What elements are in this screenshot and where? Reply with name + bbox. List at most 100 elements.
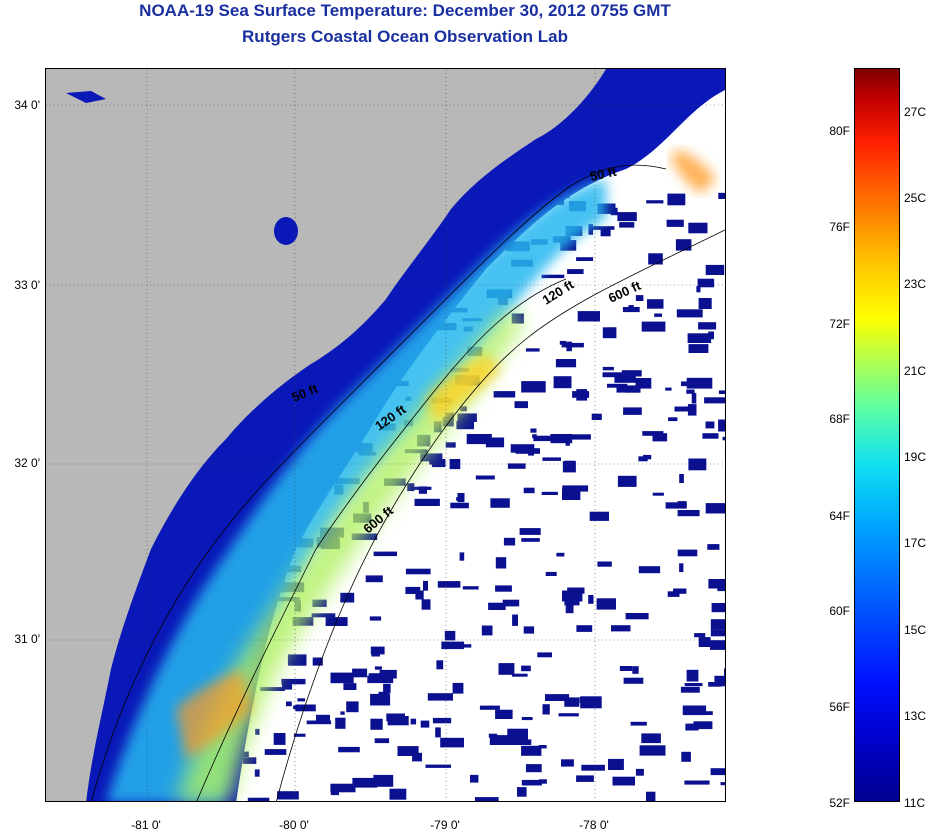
speckle	[379, 669, 397, 679]
map-title: NOAA-19 Sea Surface Temperature: Decembe…	[139, 1, 671, 20]
speckle	[242, 757, 257, 764]
speckle	[369, 616, 382, 621]
speckle	[367, 675, 394, 684]
speckle	[475, 475, 495, 480]
speckle	[688, 458, 707, 471]
speckle	[273, 733, 286, 745]
colorbar-c-label: 11C	[904, 796, 926, 810]
speckle	[694, 633, 706, 638]
speckle	[533, 435, 557, 442]
speckle	[682, 707, 698, 714]
speckle	[602, 366, 614, 371]
speckle	[352, 668, 368, 678]
lon-tick-label: -80 0'	[279, 818, 309, 832]
speckle	[346, 701, 359, 713]
speckle	[456, 420, 474, 430]
speckle	[374, 738, 390, 744]
speckle	[457, 413, 477, 422]
speckle	[677, 549, 698, 557]
colorbar-f-label: 68F	[829, 412, 850, 426]
speckle	[688, 344, 709, 353]
speckle	[623, 677, 644, 684]
lat-tick-label: 33 0'	[14, 278, 40, 292]
speckle	[277, 791, 299, 800]
colorbar-f-label: 60F	[829, 604, 850, 618]
speckle	[665, 387, 672, 391]
speckle	[370, 646, 385, 655]
speckle	[576, 257, 594, 261]
speckle	[648, 253, 663, 265]
graticule	[46, 69, 725, 801]
speckle	[452, 682, 464, 694]
warm-water-core	[176, 309, 526, 801]
speckle	[596, 598, 616, 610]
speckle	[705, 421, 715, 429]
speckle	[686, 377, 713, 389]
speckle	[698, 637, 711, 647]
speckle	[673, 588, 687, 594]
speckle	[254, 769, 260, 777]
speckle	[564, 697, 580, 707]
speckle	[444, 630, 456, 641]
speckle	[386, 713, 405, 722]
speckle	[495, 557, 507, 569]
speckle	[450, 502, 469, 509]
lat-tick-label: 32 0'	[14, 456, 40, 470]
speckle	[335, 717, 346, 729]
speckle	[425, 764, 451, 768]
speckle	[619, 666, 633, 671]
speckle	[705, 503, 725, 514]
speckle	[708, 331, 714, 340]
speckle	[370, 718, 383, 730]
speckle	[459, 552, 465, 561]
speckle	[635, 768, 644, 776]
speckle	[495, 709, 513, 719]
speckle	[562, 590, 583, 602]
colorbar-f-label: 80F	[829, 124, 850, 138]
speckle	[414, 498, 440, 506]
speckle	[340, 711, 345, 715]
speckle	[412, 486, 432, 490]
speckle	[710, 629, 725, 637]
speckle	[571, 434, 591, 440]
speckle	[576, 775, 594, 782]
speckle	[503, 537, 516, 546]
speckle	[488, 602, 506, 610]
speckle	[561, 759, 574, 767]
speckle	[541, 274, 565, 279]
speckle	[707, 544, 720, 550]
speckle	[567, 269, 584, 274]
speckle	[420, 453, 443, 462]
speckle	[626, 385, 641, 393]
colorbar-f-label: 52F	[829, 796, 850, 810]
speckle	[374, 666, 382, 670]
speckle	[607, 383, 628, 388]
speckle	[693, 721, 713, 730]
speckle	[373, 551, 397, 557]
speckle	[617, 212, 637, 222]
speckle	[676, 309, 703, 318]
speckle	[538, 745, 547, 749]
isobath-120ft	[196, 278, 567, 801]
speckle	[514, 401, 528, 409]
speckle	[617, 475, 637, 487]
speckle	[614, 373, 636, 383]
speckle	[674, 406, 695, 412]
colorbar-f-label: 64F	[829, 509, 850, 523]
colorbar-f-label: 56F	[829, 700, 850, 714]
speckle	[330, 786, 339, 796]
speckle	[255, 728, 260, 735]
speckle	[525, 348, 540, 352]
temperature-colorbar	[854, 68, 900, 802]
speckle	[479, 705, 500, 710]
speckle	[654, 313, 662, 317]
speckle	[512, 614, 518, 626]
isobath-50ft	[91, 164, 667, 801]
speckle	[692, 711, 713, 715]
speckle	[507, 463, 526, 469]
speckle	[247, 797, 270, 801]
speckle	[623, 407, 642, 415]
speckle	[523, 626, 535, 634]
speckle	[415, 590, 424, 600]
speckle	[679, 474, 684, 483]
